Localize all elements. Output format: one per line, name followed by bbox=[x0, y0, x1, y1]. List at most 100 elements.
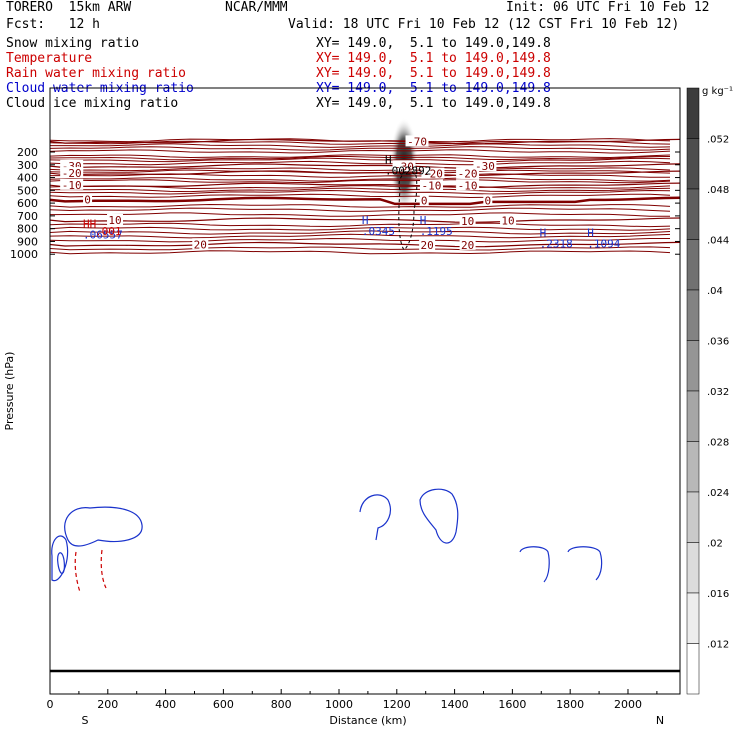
temperature-contour bbox=[50, 143, 671, 148]
isotherm-label: -10 bbox=[62, 179, 82, 192]
maximum-mark: H bbox=[587, 226, 594, 239]
maximum-value: .1195 bbox=[420, 225, 453, 238]
rain-water-contour bbox=[100, 549, 107, 589]
maximum-value: .1094 bbox=[587, 237, 620, 250]
cloud-water-contour bbox=[359, 494, 391, 541]
maximum-value: .2318 bbox=[540, 237, 573, 250]
y-tick-label: 900 bbox=[17, 235, 38, 248]
maximum-value: .06557 bbox=[83, 228, 123, 241]
temperature-contour bbox=[49, 233, 671, 239]
temperature-contour bbox=[49, 193, 671, 199]
x-axis-label: Distance (km) bbox=[329, 714, 406, 727]
valid-time: Valid: 18 UTC Fri 10 Feb 12 (12 CST Fri … bbox=[288, 17, 680, 32]
legend-cloudice-xy: XY= 149.0, 5.1 to 149.0,149.8 bbox=[316, 96, 551, 111]
isotherm-label-bg bbox=[60, 167, 84, 179]
x-tick-label: 1600 bbox=[498, 698, 526, 711]
colorbar-cell bbox=[686, 87, 700, 139]
maximum-value: .0345 bbox=[362, 225, 395, 238]
isotherm-label: -20 bbox=[62, 167, 82, 180]
legend-snow-xy: XY= 149.0, 5.1 to 149.0,149.8 bbox=[316, 36, 551, 51]
cloud-water-contour bbox=[57, 552, 65, 574]
cloud-water-contour bbox=[64, 506, 143, 547]
y-tick-label: 200 bbox=[17, 146, 38, 159]
temperature-contour bbox=[49, 149, 671, 154]
colorbar-label: .04 bbox=[707, 286, 723, 297]
isotherm-label-bg bbox=[60, 178, 84, 190]
temperature-contour bbox=[49, 160, 671, 166]
y-tick-label: 500 bbox=[17, 184, 38, 197]
isotherm-10 bbox=[49, 217, 681, 223]
colorbar-label: .012 bbox=[707, 640, 729, 651]
maximum-mark: H bbox=[540, 226, 547, 239]
colorbar-label: .036 bbox=[707, 337, 729, 348]
model-title: TORERO 15km ARW bbox=[6, 0, 132, 15]
legend-rain-name: Rain water mixing ratio bbox=[6, 66, 187, 81]
colorbar-cell bbox=[686, 491, 700, 543]
x-tick-label: 2000 bbox=[614, 698, 642, 711]
isotherm-label: -10 bbox=[422, 179, 442, 192]
temperature-contour bbox=[49, 237, 670, 243]
cloud-ice-contour bbox=[398, 167, 418, 251]
colorbar-cell bbox=[686, 138, 700, 190]
isotherm-label: -20 bbox=[423, 168, 443, 181]
isotherm-label: 0 bbox=[421, 195, 428, 208]
isotherm--20 bbox=[49, 170, 681, 177]
colorbar-label: .016 bbox=[707, 589, 729, 600]
x-tick-label: 200 bbox=[97, 698, 118, 711]
isotherm-label-bg bbox=[419, 239, 436, 251]
temperature-contour bbox=[49, 207, 671, 212]
y-tick-label: 700 bbox=[17, 210, 38, 223]
isotherm-label-bg bbox=[473, 160, 497, 172]
temperature-contour bbox=[49, 157, 671, 163]
isotherm-label-bg bbox=[419, 179, 443, 191]
temperature-contour bbox=[49, 189, 671, 195]
y-tick-label: 1000 bbox=[10, 248, 38, 261]
colorbar-cell bbox=[686, 239, 700, 291]
isotherm-label-bg bbox=[60, 159, 84, 171]
org-label: NCAR/MMM bbox=[225, 0, 288, 15]
isotherm-label-bg bbox=[500, 214, 517, 226]
isotherm-label-bg bbox=[192, 238, 209, 250]
x-tick-label: 1800 bbox=[556, 698, 584, 711]
isotherm--10 bbox=[49, 182, 681, 189]
isotherm-label: 0 bbox=[485, 194, 492, 207]
plot-frame bbox=[49, 87, 681, 695]
x-tick-label: 1000 bbox=[325, 698, 353, 711]
forecast-hour: Fcst: 12 h bbox=[6, 17, 100, 32]
y-tick-label: 300 bbox=[17, 159, 38, 172]
colorbar-label: .02 bbox=[707, 539, 723, 550]
isotherm-label: -20 bbox=[458, 167, 478, 180]
isotherm-label-bg bbox=[405, 135, 429, 147]
temperature-contour bbox=[49, 177, 671, 182]
isotherm-label-bg bbox=[459, 215, 476, 227]
x-tick-label: 800 bbox=[271, 698, 292, 711]
isotherm-label-bg bbox=[456, 179, 480, 191]
colorbar-label: .028 bbox=[707, 438, 729, 449]
x-tick-label: 1200 bbox=[383, 698, 411, 711]
temperature-contour bbox=[49, 230, 671, 235]
isotherm-label: -70 bbox=[407, 135, 427, 148]
isotherm-label: 10 bbox=[461, 215, 474, 228]
isotherm-label: 20 bbox=[194, 238, 207, 251]
cloud-water-contour bbox=[519, 546, 550, 583]
isotherm-label-bg bbox=[392, 160, 416, 172]
temperature-contour bbox=[49, 167, 671, 172]
isotherm-label-bg bbox=[421, 167, 445, 179]
y-axis-label: Pressure (hPa) bbox=[3, 352, 16, 431]
x-tick-label: 0 bbox=[47, 698, 54, 711]
colorbar-label: .032 bbox=[707, 387, 729, 398]
temperature-contour bbox=[49, 246, 671, 251]
isotherm-label-bg bbox=[459, 238, 476, 250]
colorbar-cell bbox=[686, 340, 700, 392]
isotherm-label-bg bbox=[483, 194, 493, 206]
isotherm-label: 10 bbox=[108, 214, 121, 227]
isotherm-label-bg bbox=[419, 194, 429, 206]
colorbar-unit: g kg⁻¹ bbox=[702, 86, 733, 97]
isotherm-label: -10 bbox=[458, 179, 478, 192]
temperature-contour bbox=[49, 226, 671, 231]
isotherm--30 bbox=[49, 163, 681, 169]
temperature-contour bbox=[49, 222, 671, 228]
maximum-mark: H bbox=[420, 214, 427, 227]
legend-cloudice-name: Cloud ice mixing ratio bbox=[6, 96, 179, 111]
